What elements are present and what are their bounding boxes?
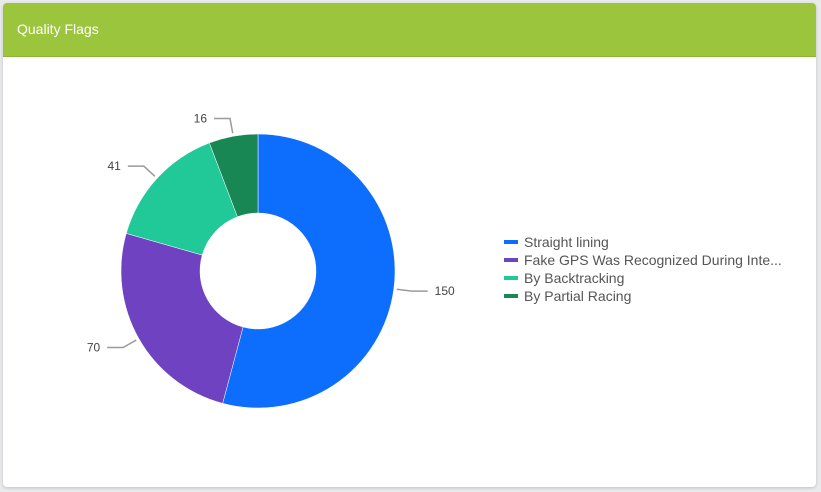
leader-line-2 (107, 339, 137, 349)
data-label-2: 70 (87, 340, 101, 354)
legend-item-4[interactable]: By Partial Racing (524, 288, 631, 304)
data-label-3: 41 (107, 159, 121, 173)
legend-swatch-1 (504, 240, 518, 244)
legend-swatch-4 (504, 294, 518, 298)
leader-line-1 (396, 288, 428, 292)
donut-slice-2[interactable] (120, 233, 244, 404)
data-label-1: 150 (435, 284, 455, 298)
card-title: Quality Flags (17, 21, 99, 37)
donut-slice-4[interactable] (209, 133, 259, 218)
legend-swatch-2 (504, 258, 518, 262)
donut-slice-1[interactable] (222, 133, 396, 409)
card-header: Quality Flags (3, 3, 816, 57)
legend-swatch-3 (504, 276, 518, 280)
donut-slice-3[interactable] (125, 142, 238, 256)
leader-line-3 (127, 165, 156, 177)
legend-item-1[interactable]: Straight lining (524, 234, 609, 250)
leader-line-4 (214, 117, 234, 134)
legend-item-2[interactable]: Fake GPS Was Recognized During Inte... (524, 252, 782, 268)
legend-item-3[interactable]: By Backtracking (524, 270, 624, 286)
data-label-4: 16 (194, 112, 208, 126)
